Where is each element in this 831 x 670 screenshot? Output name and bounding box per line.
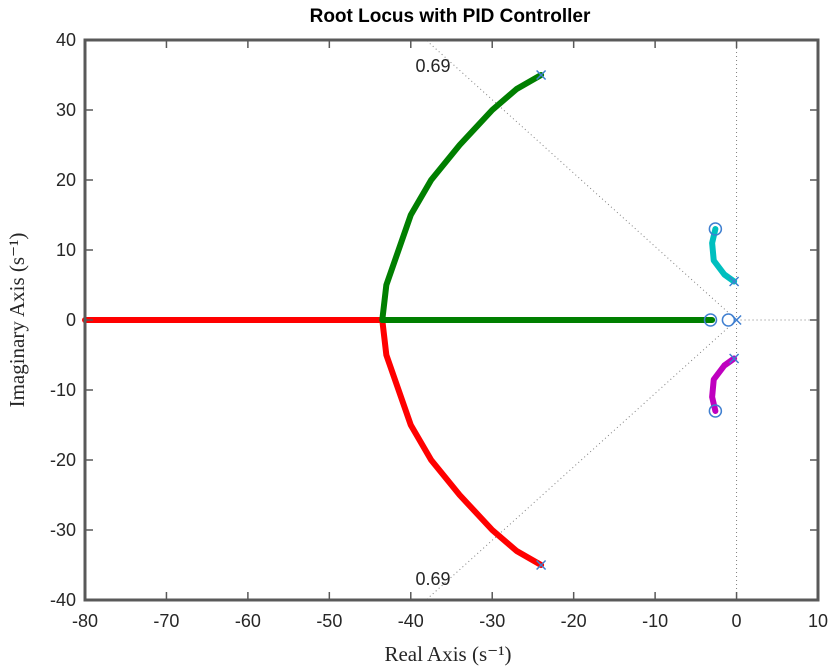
x-tick-label: -40 xyxy=(398,611,424,631)
zero-marker xyxy=(721,313,736,327)
zero-marker xyxy=(708,404,723,418)
pole-marker-stroke xyxy=(729,353,740,364)
pole-marker xyxy=(536,559,547,571)
pole-marker-stroke xyxy=(536,69,547,81)
axis-ticks: -80 -70 -60 -50 -40 -30 -20 -10 0 10 -40 -30 -20 -10 0… xyxy=(50,30,828,631)
locus-branches xyxy=(82,72,738,568)
locus-branch xyxy=(709,226,738,285)
pole-marker xyxy=(731,314,742,326)
pole-marker xyxy=(729,353,740,364)
y-tick-label: 20 xyxy=(56,170,76,190)
y-tick-label: -10 xyxy=(50,380,76,400)
pole-marker-stroke xyxy=(731,314,742,326)
zero-marker xyxy=(703,313,718,327)
y-tick-label: 10 xyxy=(56,240,76,260)
damping-line-upper xyxy=(425,39,737,321)
y-axis-label: Imaginary Axis (s⁻¹) xyxy=(5,233,29,408)
x-tick-label: -10 xyxy=(642,611,668,631)
damping-label-upper: 0.69 xyxy=(415,56,450,76)
damping-line-lower xyxy=(425,319,737,601)
chart-title: Root Locus with PID Controller xyxy=(310,6,591,27)
y-tick-label: -40 xyxy=(50,590,76,610)
y-tick-label: -30 xyxy=(50,520,76,540)
y-tick-label: 0 xyxy=(66,310,76,330)
pole-zero-markers xyxy=(536,69,742,571)
pole-marker xyxy=(729,276,740,287)
y-tick-label: 30 xyxy=(56,100,76,120)
pole-marker xyxy=(536,69,547,81)
x-tick-label: -30 xyxy=(479,611,505,631)
x-tick-label: -20 xyxy=(561,611,587,631)
x-tick-label: -60 xyxy=(235,611,261,631)
zero-marker xyxy=(708,222,723,236)
x-axis-label: Real Axis (s⁻¹) xyxy=(384,642,511,666)
x-tick-label: -70 xyxy=(153,611,179,631)
x-tick-label: 0 xyxy=(732,611,742,631)
x-tick-label: -80 xyxy=(72,611,98,631)
y-tick-label: -20 xyxy=(50,450,76,470)
pole-marker-stroke xyxy=(729,276,740,287)
locus-branch xyxy=(709,355,738,414)
y-tick-label: 40 xyxy=(56,30,76,50)
damping-label-lower: 0.69 xyxy=(415,569,450,589)
pole-marker-stroke xyxy=(536,559,547,571)
x-tick-label: 10 xyxy=(808,611,828,631)
locus-branch xyxy=(379,317,545,568)
x-tick-label: -50 xyxy=(316,611,342,631)
locus-branch xyxy=(379,72,545,323)
